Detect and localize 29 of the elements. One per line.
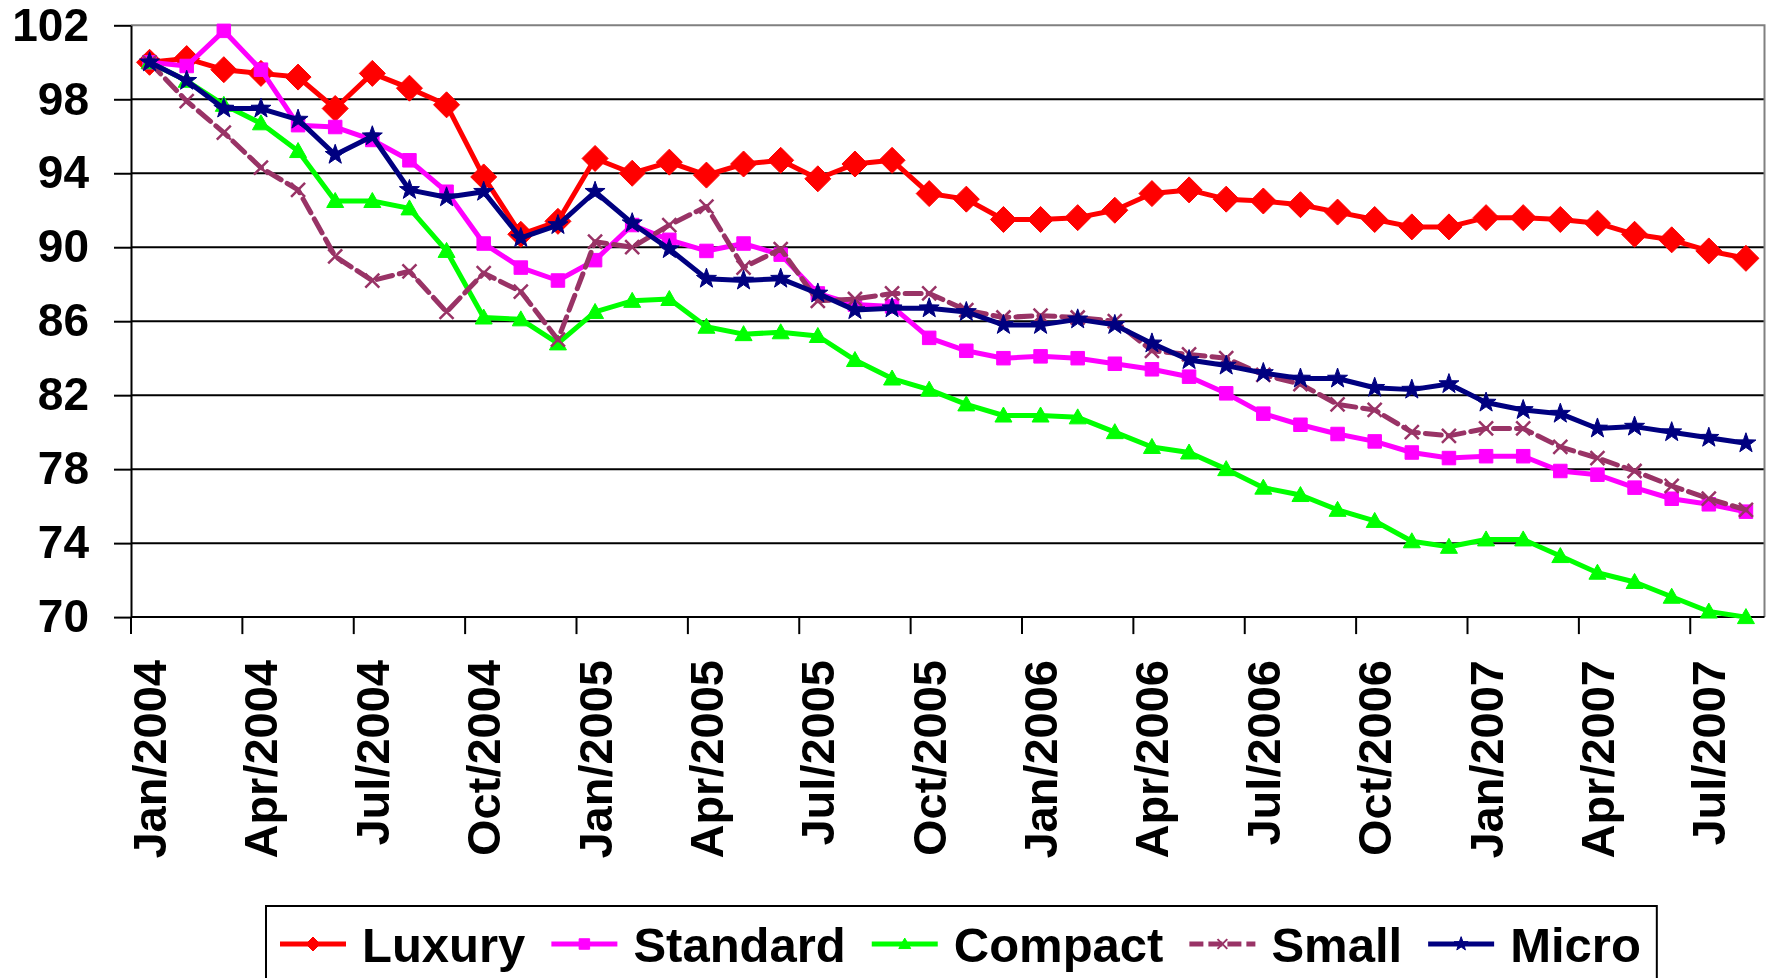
legend-label: Standard bbox=[633, 918, 846, 972]
y-tick-label: 78 bbox=[37, 442, 89, 495]
legend-label: Luxury bbox=[362, 918, 526, 972]
x-tick-label: Apr/2007 bbox=[1570, 660, 1624, 859]
x-tick-label: Apr/2004 bbox=[234, 660, 288, 859]
x-tick-label: Jul/2007 bbox=[1682, 660, 1736, 846]
legend-label: Small bbox=[1271, 918, 1403, 972]
y-tick-label: 102 bbox=[12, 0, 89, 51]
x-tick-label: Jan/2005 bbox=[568, 660, 622, 859]
x-tick-label: Jan/2004 bbox=[123, 660, 177, 859]
y-tick-label: 86 bbox=[37, 294, 89, 347]
y-tick-label: 70 bbox=[37, 590, 89, 643]
y-tick-label: 98 bbox=[37, 72, 89, 125]
x-tick-label: Oct/2004 bbox=[457, 660, 511, 856]
x-tick-label: Jul/2005 bbox=[791, 660, 845, 846]
x-tick-label: Oct/2005 bbox=[902, 660, 956, 856]
x-tick-label: Jan/2006 bbox=[1014, 660, 1068, 859]
x-tick-label: Jan/2007 bbox=[1459, 660, 1513, 859]
y-tick-label: 90 bbox=[37, 220, 89, 273]
y-tick-label: 82 bbox=[37, 368, 89, 421]
legend-label: Micro bbox=[1510, 918, 1641, 972]
x-tick-label: Oct/2006 bbox=[1348, 660, 1402, 856]
x-tick-label: Apr/2005 bbox=[679, 660, 733, 859]
x-tick-label: Jul/2004 bbox=[345, 660, 399, 846]
x-tick-label: Apr/2006 bbox=[1125, 660, 1179, 859]
y-tick-label: 74 bbox=[37, 516, 90, 569]
y-tick-label: 94 bbox=[37, 146, 90, 199]
x-tick-label: Jul/2006 bbox=[1236, 660, 1290, 846]
legend-label: Compact bbox=[953, 918, 1164, 972]
